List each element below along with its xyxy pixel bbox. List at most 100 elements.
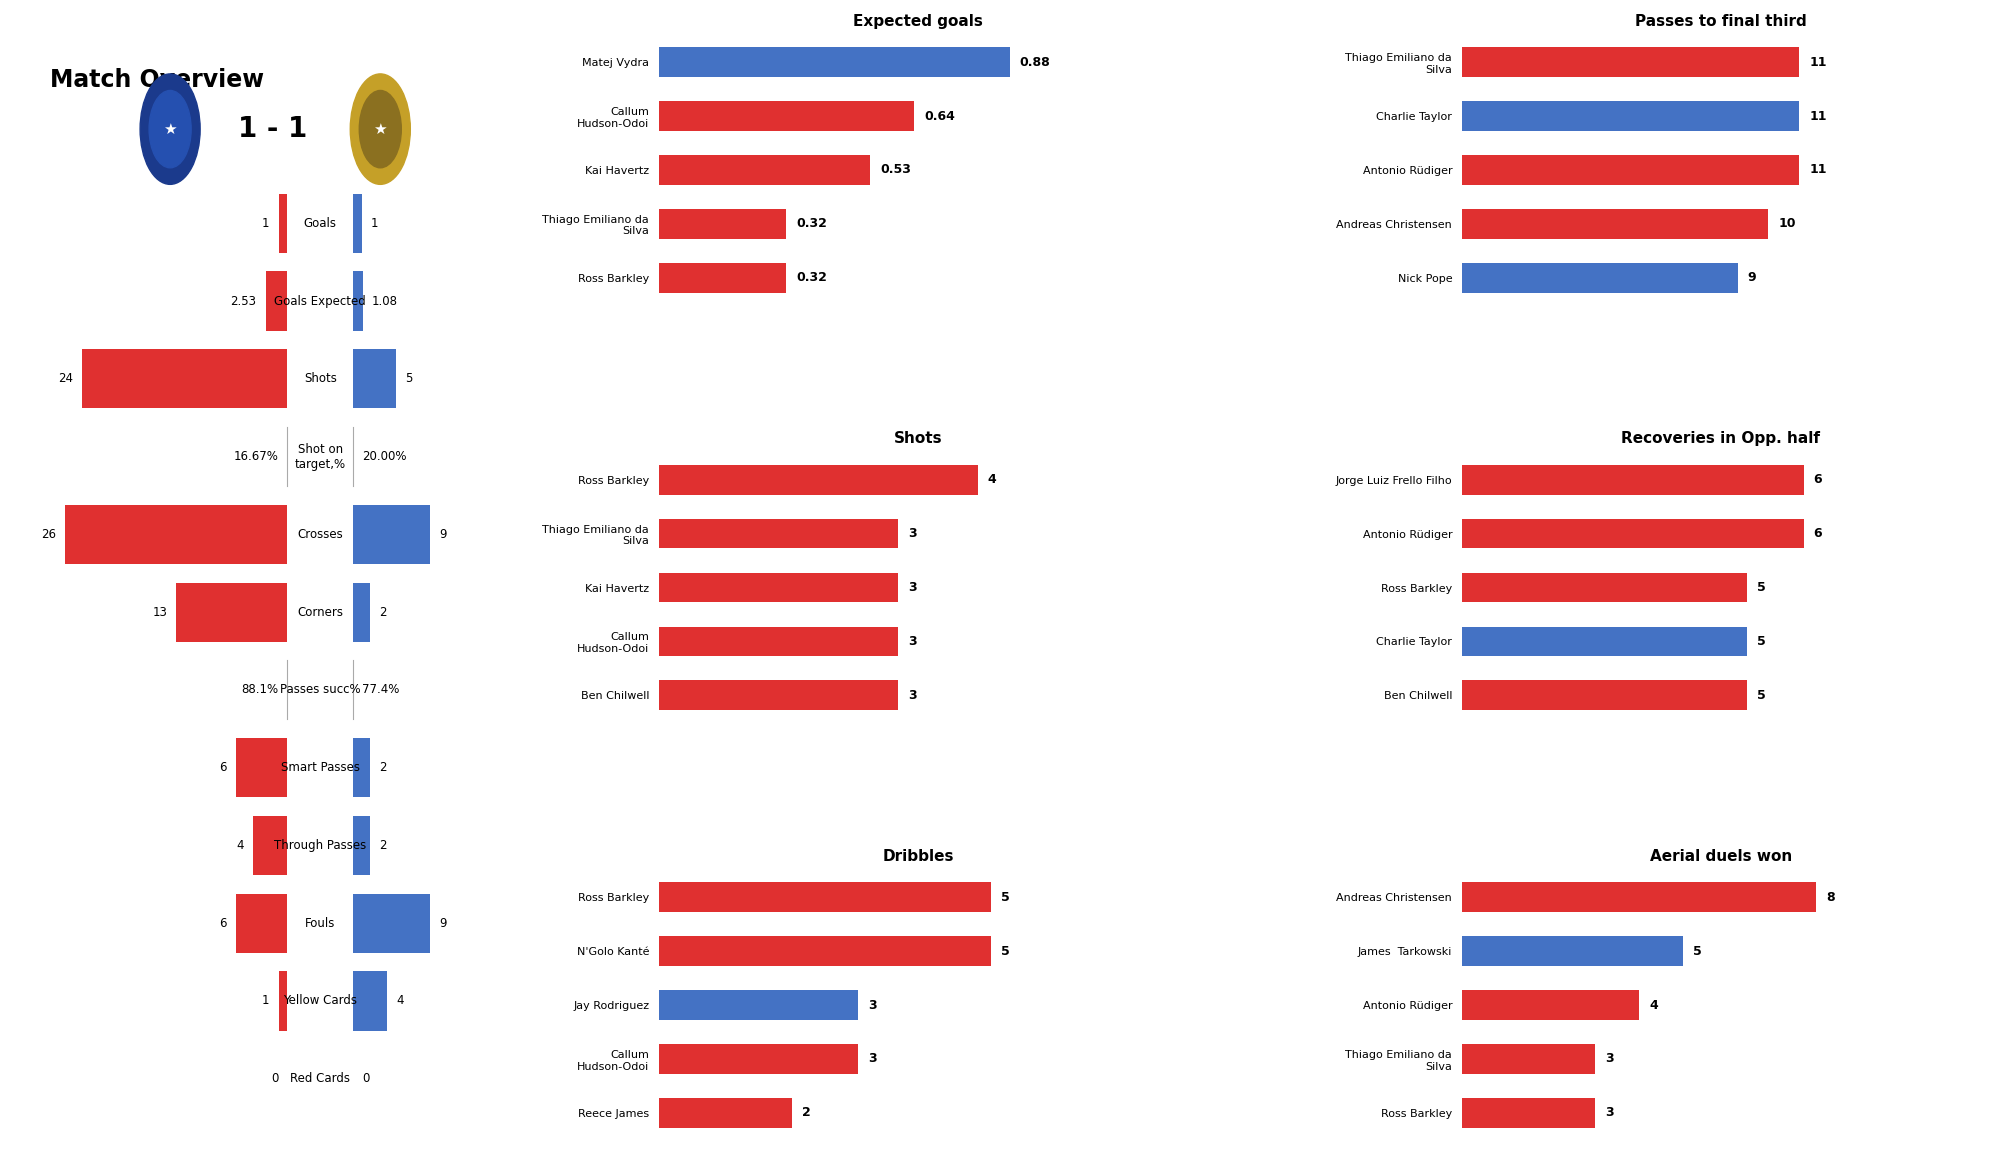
Text: Red Cards: Red Cards (290, 1073, 350, 1086)
Text: 4: 4 (1650, 999, 1658, 1012)
Bar (354, 194, 362, 253)
Text: Passes succ%: Passes succ% (280, 684, 360, 697)
Bar (176, 583, 288, 642)
Text: Crosses: Crosses (298, 528, 344, 540)
Text: 2: 2 (802, 1107, 810, 1120)
Bar (354, 815, 370, 875)
Title: Dribbles: Dribbles (882, 848, 954, 864)
Text: 6: 6 (1814, 528, 1822, 540)
Bar (658, 991, 858, 1020)
Text: 0: 0 (270, 1073, 278, 1086)
Title: Aerial duels won: Aerial duels won (1650, 848, 1792, 864)
Title: Recoveries in Opp. half: Recoveries in Opp. half (1622, 431, 1820, 446)
Bar (658, 263, 786, 293)
Text: Goals Expected: Goals Expected (274, 295, 366, 308)
Circle shape (360, 90, 402, 168)
Text: 5: 5 (1000, 891, 1010, 904)
Text: Match Overview: Match Overview (50, 68, 264, 93)
Bar (1462, 101, 1800, 130)
Bar (354, 738, 370, 797)
Text: 0.32: 0.32 (796, 217, 828, 230)
Bar (1462, 47, 1800, 78)
Bar (658, 47, 1010, 78)
Bar (1462, 882, 1816, 912)
Text: 3: 3 (1604, 1107, 1614, 1120)
Bar (1462, 680, 1746, 710)
Text: ★: ★ (374, 122, 388, 136)
Text: 0: 0 (362, 1073, 370, 1086)
Text: Shots: Shots (304, 372, 336, 385)
Text: 5: 5 (1694, 945, 1702, 958)
Text: 3: 3 (868, 999, 876, 1012)
Bar (354, 349, 396, 409)
Text: 20.00%: 20.00% (362, 450, 406, 463)
Bar (278, 972, 288, 1030)
Bar (66, 505, 288, 564)
Text: 6: 6 (1814, 474, 1822, 486)
Text: 2.53: 2.53 (230, 295, 256, 308)
Text: 3: 3 (908, 689, 916, 701)
Title: Shots: Shots (894, 431, 942, 446)
Text: Corners: Corners (298, 605, 344, 618)
Bar (1462, 991, 1640, 1020)
Bar (354, 505, 430, 564)
Text: 0.53: 0.53 (880, 163, 910, 176)
Bar (658, 680, 898, 710)
Text: 5: 5 (1000, 945, 1010, 958)
Text: 13: 13 (152, 605, 168, 618)
Text: Shot on
target,%: Shot on target,% (294, 443, 346, 470)
Bar (1462, 263, 1738, 293)
Text: 3: 3 (908, 528, 916, 540)
Bar (354, 972, 388, 1030)
Text: 3: 3 (908, 580, 916, 595)
Text: 24: 24 (58, 372, 74, 385)
Bar (266, 271, 288, 330)
Bar (658, 1045, 858, 1074)
Title: Expected goals: Expected goals (854, 14, 982, 28)
Text: 10: 10 (1778, 217, 1796, 230)
Text: 88.1%: 88.1% (242, 684, 278, 697)
Bar (1462, 1045, 1594, 1074)
Text: 11: 11 (1810, 109, 1826, 122)
Text: 4: 4 (988, 474, 996, 486)
Bar (278, 194, 288, 253)
Circle shape (140, 74, 200, 184)
Text: 4: 4 (396, 994, 404, 1007)
Bar (354, 271, 362, 330)
Bar (1462, 572, 1746, 603)
Bar (658, 1097, 792, 1128)
Bar (1462, 155, 1800, 184)
Text: 6: 6 (220, 916, 226, 929)
Bar (658, 882, 992, 912)
Text: 77.4%: 77.4% (362, 684, 400, 697)
Bar (658, 572, 898, 603)
Text: 2: 2 (380, 761, 386, 774)
Text: 5: 5 (406, 372, 412, 385)
Text: 1: 1 (370, 216, 378, 230)
Bar (658, 155, 870, 184)
Text: 1 - 1: 1 - 1 (238, 115, 306, 143)
Text: ★: ★ (164, 122, 176, 136)
Bar (658, 626, 898, 656)
Text: 5: 5 (1756, 580, 1766, 595)
Bar (1462, 209, 1768, 239)
Text: 3: 3 (1604, 1053, 1614, 1066)
Bar (1462, 626, 1746, 656)
Bar (658, 465, 978, 495)
Bar (236, 894, 288, 953)
Text: 4: 4 (236, 839, 244, 852)
Text: 1.08: 1.08 (372, 295, 398, 308)
Text: 26: 26 (42, 528, 56, 540)
Bar (1462, 936, 1684, 966)
Bar (658, 101, 914, 130)
Text: 9: 9 (440, 916, 446, 929)
Bar (1462, 519, 1804, 549)
Bar (658, 936, 992, 966)
Text: Yellow Cards: Yellow Cards (284, 994, 358, 1007)
Text: Smart Passes: Smart Passes (280, 761, 360, 774)
Bar (236, 738, 288, 797)
Text: 11: 11 (1810, 163, 1826, 176)
Text: 0.32: 0.32 (796, 271, 828, 284)
Text: 0.64: 0.64 (924, 109, 954, 122)
Text: 1: 1 (262, 216, 270, 230)
